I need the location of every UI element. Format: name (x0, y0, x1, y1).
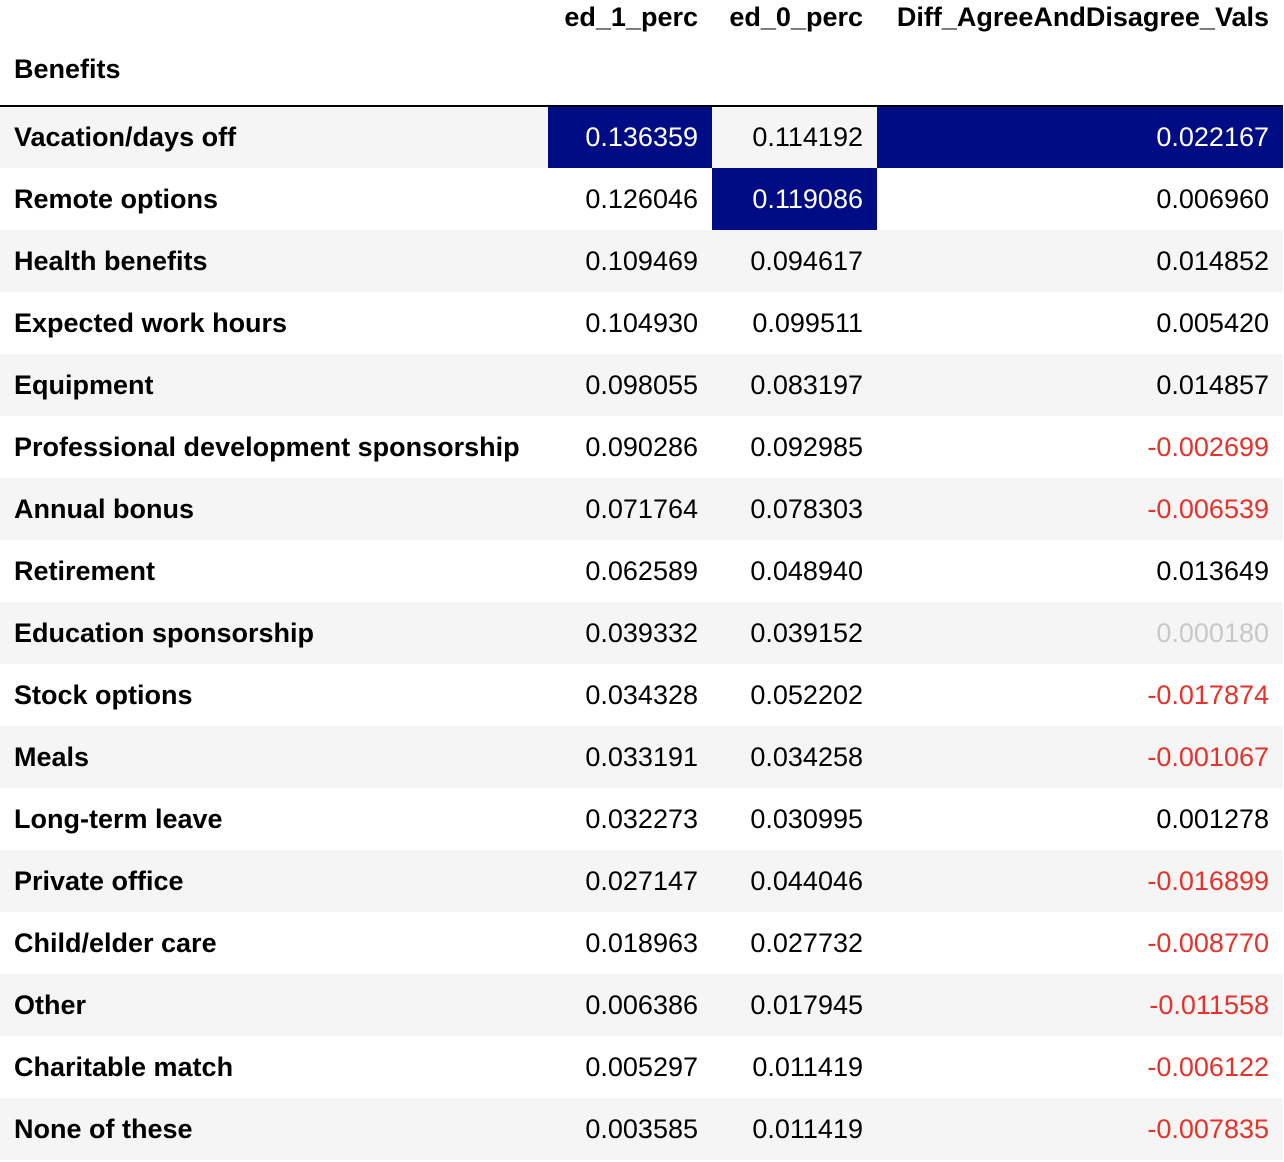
row-label: Other (14, 989, 87, 1020)
table-row: Child/elder care 0.018963 0.027732 -0.00877… (0, 912, 1283, 974)
ed-1-perc-cell: 0.090286 (585, 431, 698, 462)
ed-0-perc-cell: 0.094617 (750, 245, 863, 276)
diff-cell: -0.016899 (1147, 865, 1269, 896)
ed-1-perc-cell: 0.039332 (585, 617, 698, 648)
diff-cell: 0.013649 (1156, 555, 1269, 586)
column-header-ed-0-perc: ed_0_perc (729, 2, 863, 32)
ed-1-perc-cell: 0.062589 (585, 555, 698, 586)
table-row: Charitable match 0.005297 0.011419 -0.00612… (0, 1036, 1283, 1098)
row-label: Professional development sponsorship (14, 431, 520, 462)
diff-cell: 0.001278 (1156, 803, 1269, 834)
table-row: Long-term leave 0.032273 0.030995 0.001278 (0, 788, 1283, 850)
ed-1-perc-cell: 0.126046 (585, 183, 698, 214)
ed-0-perc-cell: 0.039152 (750, 617, 863, 648)
ed-0-perc-cell: 0.119086 (712, 168, 877, 230)
ed-0-perc-cell: 0.099511 (752, 307, 863, 338)
table-row: Remote options 0.126046 0.119086 0.006960 (0, 168, 1283, 230)
diff-cell: 0.014857 (1156, 369, 1269, 400)
row-label: Meals (14, 741, 90, 772)
row-label: Expected work hours (14, 307, 288, 338)
row-label: Retirement (14, 555, 156, 586)
ed-0-perc-cell: 0.048940 (750, 555, 863, 586)
column-header-row: ed_1_perc ed_0_perc Diff_AgreeAndDisagre… (0, 0, 1283, 33)
ed-1-perc-cell: 0.033191 (585, 741, 698, 772)
row-label: Stock options (14, 679, 193, 710)
diff-cell: -0.007835 (1147, 1113, 1269, 1144)
index-row-blank (548, 33, 712, 107)
diff-cell: -0.006122 (1147, 1051, 1269, 1082)
ed-0-perc-cell: 0.034258 (750, 741, 863, 772)
diff-cell: -0.002699 (1147, 431, 1269, 462)
ed-1-perc-cell: 0.006386 (585, 989, 698, 1020)
index-row-blank (877, 33, 1283, 107)
ed-0-perc-cell: 0.011419 (752, 1051, 863, 1082)
diff-cell: 0.005420 (1156, 307, 1269, 338)
diff-cell: -0.017874 (1147, 679, 1269, 710)
table-row: Meals 0.033191 0.034258 -0.001067 (0, 726, 1283, 788)
row-label: Health benefits (14, 245, 208, 276)
ed-1-perc-cell: 0.109469 (585, 245, 698, 276)
table-row: Expected work hours 0.104930 0.099511 0.005… (0, 292, 1283, 354)
ed-0-perc-cell: 0.114192 (752, 122, 863, 152)
ed-1-perc-cell: 0.136359 (548, 106, 712, 168)
ed-0-perc-cell: 0.030995 (750, 803, 863, 834)
diff-cell: 0.022167 (877, 106, 1283, 168)
ed-0-perc-cell: 0.017945 (750, 989, 863, 1020)
table-row: Equipment 0.098055 0.083197 0.014857 (0, 354, 1283, 416)
table-row: Other 0.006386 0.017945 -0.011558 (0, 974, 1283, 1036)
ed-1-perc-cell: 0.034328 (585, 679, 698, 710)
column-header-ed-1-perc: ed_1_perc (564, 2, 698, 32)
ed-0-perc-cell: 0.083197 (750, 369, 863, 400)
table-row: Stock options 0.034328 0.052202 -0.017874 (0, 664, 1283, 726)
ed-0-perc-cell: 0.052202 (750, 679, 863, 710)
row-label: Long-term leave (14, 803, 223, 834)
row-label: Education sponsorship (14, 617, 315, 648)
ed-0-perc-cell: 0.092985 (750, 431, 863, 462)
row-label: Child/elder care (14, 927, 217, 958)
ed-0-perc-cell: 0.011419 (752, 1113, 863, 1144)
ed-0-perc-cell: 0.027732 (750, 927, 863, 958)
table-row: Education sponsorship 0.039332 0.039152 0.0… (0, 602, 1283, 664)
ed-1-perc-cell: 0.003585 (585, 1113, 698, 1144)
diff-cell: -0.001067 (1147, 741, 1269, 772)
row-label: None of these (14, 1113, 193, 1144)
table-row: Annual bonus 0.071764 0.078303 -0.006539 (0, 478, 1283, 540)
table-row: Vacation/days off 0.136359 0.114192 0.02216… (0, 106, 1283, 168)
diff-cell: -0.006539 (1147, 493, 1269, 524)
ed-1-perc-cell: 0.098055 (585, 369, 698, 400)
ed-1-perc-cell: 0.032273 (585, 803, 698, 834)
ed-1-perc-cell: 0.018963 (585, 927, 698, 958)
ed-0-perc-cell: 0.078303 (750, 493, 863, 524)
table-body: Vacation/days off 0.136359 0.114192 0.02216… (0, 106, 1283, 1160)
diff-cell: 0.014852 (1156, 245, 1269, 276)
row-label: Annual bonus (14, 493, 194, 524)
ed-1-perc-cell: 0.071764 (585, 493, 698, 524)
table-row: Retirement 0.062589 0.048940 0.013649 (0, 540, 1283, 602)
ed-0-perc-cell: 0.044046 (750, 865, 863, 896)
ed-1-perc-cell: 0.027147 (585, 865, 698, 896)
ed-1-perc-cell: 0.104930 (585, 307, 698, 338)
index-name-row: Benefits (0, 33, 1283, 107)
diff-cell: 0.000180 (1156, 617, 1269, 648)
table-row: Health benefits 0.109469 0.094617 0.014852 (0, 230, 1283, 292)
column-header-diff: Diff_AgreeAndDisagree_Vals (896, 2, 1269, 32)
row-label: Vacation/days off (14, 122, 237, 152)
row-label: Remote options (14, 183, 219, 214)
index-row-blank (712, 33, 877, 107)
row-label: Charitable match (14, 1051, 234, 1082)
row-label: Private office (14, 865, 184, 896)
table-row: Professional development sponsorship 0.09… (0, 416, 1283, 478)
ed-1-perc-cell: 0.005297 (585, 1051, 698, 1082)
index-name: Benefits (0, 33, 548, 107)
table-row: Private office 0.027147 0.044046 -0.016899 (0, 850, 1283, 912)
table-row: None of these 0.003585 0.011419 -0.007835 (0, 1098, 1283, 1160)
diff-cell: -0.011558 (1149, 989, 1269, 1020)
diff-cell: -0.008770 (1147, 927, 1269, 958)
diff-cell: 0.006960 (1156, 183, 1269, 214)
blank-corner-cell (0, 0, 548, 33)
table-header: ed_1_perc ed_0_perc Diff_AgreeAndDisagre… (0, 0, 1283, 107)
row-label: Equipment (14, 369, 154, 400)
